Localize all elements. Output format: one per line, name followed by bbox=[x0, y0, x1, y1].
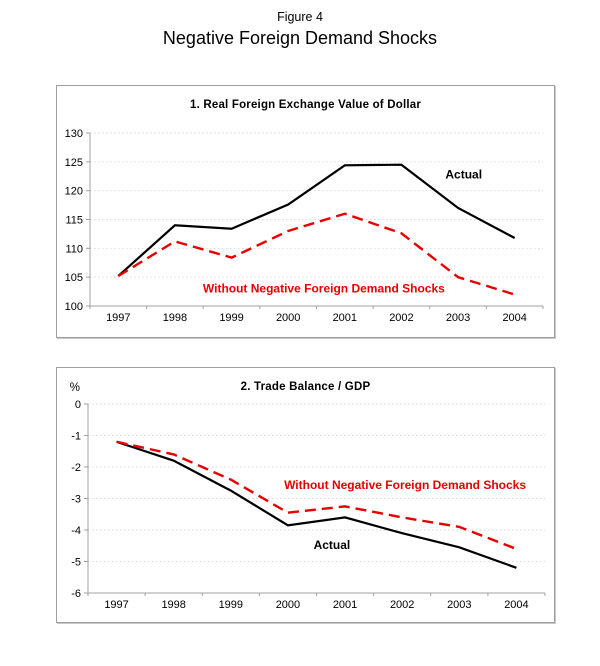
svg-text:2003: 2003 bbox=[447, 599, 471, 611]
svg-text:1998: 1998 bbox=[163, 312, 187, 324]
svg-text:-5: -5 bbox=[71, 557, 81, 569]
svg-text:2001: 2001 bbox=[333, 599, 357, 611]
svg-text:Without Negative Foreign Deman: Without Negative Foreign Demand Shocks bbox=[284, 478, 526, 492]
svg-text:-2: -2 bbox=[71, 462, 81, 474]
svg-text:2004: 2004 bbox=[502, 312, 526, 324]
figure-title: Negative Foreign Demand Shocks bbox=[162, 28, 438, 48]
panel-exchange-rate: 100 105 110 115 120 125 130 1997 1998 1999 2000 200… bbox=[56, 85, 555, 338]
panel-trade-balance: -6 -5 -4 -3 -2 -1 0% 1997 1998 1999 2000 2001 2002 20… bbox=[56, 367, 555, 623]
svg-text:100: 100 bbox=[65, 301, 83, 313]
svg-text:1997: 1997 bbox=[104, 599, 128, 611]
svg-text:1999: 1999 bbox=[219, 312, 243, 324]
svg-text:2002: 2002 bbox=[390, 599, 414, 611]
svg-text:2000: 2000 bbox=[276, 312, 300, 324]
svg-text:2004: 2004 bbox=[504, 599, 528, 611]
trade-balance-chart-title: 2. Trade Balance / GDP bbox=[240, 381, 371, 393]
svg-text:1998: 1998 bbox=[161, 599, 185, 611]
trade-balance-chart: -6 -5 -4 -3 -2 -1 0% 1997 1998 1999 2000 2001 2002 20… bbox=[70, 382, 546, 611]
svg-text:Without Negative Foreign Deman: Without Negative Foreign Demand Shocks bbox=[203, 282, 445, 296]
svg-text:%: % bbox=[70, 382, 80, 394]
svg-text:-1: -1 bbox=[71, 431, 81, 443]
svg-text:130: 130 bbox=[65, 128, 83, 140]
exchange-rate-chart: 100 105 110 115 120 125 130 1997 1998 1999 2000 200… bbox=[65, 128, 544, 324]
svg-text:120: 120 bbox=[65, 186, 83, 198]
svg-text:-3: -3 bbox=[71, 494, 81, 506]
svg-text:Actual: Actual bbox=[445, 168, 482, 182]
figure-number: Figure 4 bbox=[277, 10, 323, 24]
svg-text:-6: -6 bbox=[71, 588, 81, 600]
exchange-rate-chart-title: 1. Real Foreign Exchange Value of Dollar bbox=[189, 99, 422, 111]
svg-text:2000: 2000 bbox=[276, 599, 300, 611]
svg-text:2003: 2003 bbox=[446, 312, 470, 324]
svg-text:2001: 2001 bbox=[333, 312, 357, 324]
svg-text:2002: 2002 bbox=[389, 312, 413, 324]
svg-text:0: 0 bbox=[75, 399, 81, 411]
svg-text:115: 115 bbox=[65, 215, 83, 227]
svg-text:-4: -4 bbox=[71, 525, 81, 537]
figure-header: Figure 4 Negative Foreign Demand Shocks bbox=[0, 9, 600, 49]
svg-text:110: 110 bbox=[65, 243, 83, 255]
svg-text:1997: 1997 bbox=[106, 312, 130, 324]
svg-text:125: 125 bbox=[65, 157, 83, 169]
svg-text:105: 105 bbox=[65, 272, 83, 284]
svg-text:1999: 1999 bbox=[219, 599, 243, 611]
svg-text:Actual: Actual bbox=[314, 538, 351, 552]
